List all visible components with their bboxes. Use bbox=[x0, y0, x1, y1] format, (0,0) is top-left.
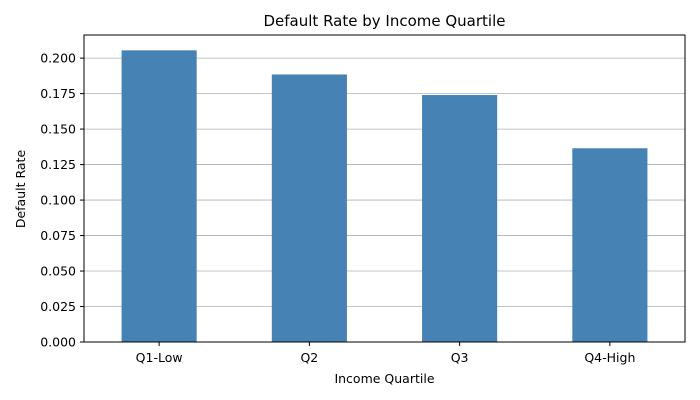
y-tick-label: 0.200 bbox=[40, 51, 76, 66]
y-tick-label: 0.050 bbox=[40, 264, 76, 279]
bar-q2 bbox=[271, 74, 347, 342]
y-tick-label: 0.000 bbox=[40, 335, 76, 350]
x-ticks: Q1-Low Q2 Q3 Q4-High bbox=[136, 342, 635, 365]
bar-q1-low bbox=[121, 50, 197, 343]
y-tick-label: 0.125 bbox=[40, 157, 76, 172]
y-tick-label: 0.100 bbox=[40, 193, 76, 208]
y-axis-label: Default Rate bbox=[13, 150, 28, 229]
chart-title: Default Rate by Income Quartile bbox=[264, 12, 506, 30]
bar-q3 bbox=[422, 95, 498, 342]
y-tick-label: 0.175 bbox=[40, 86, 76, 101]
y-tick-label: 0.150 bbox=[40, 122, 76, 137]
x-tick-label: Q2 bbox=[300, 350, 318, 365]
y-ticks: 0.000 0.025 0.050 0.075 0.100 0.125 0.150 0.175… bbox=[40, 51, 84, 350]
bars bbox=[121, 50, 648, 343]
x-axis-label: Income Quartile bbox=[334, 371, 434, 386]
bar-q4-high bbox=[572, 148, 648, 342]
x-tick-label: Q1-Low bbox=[136, 350, 183, 365]
x-tick-label: Q4-High bbox=[584, 350, 635, 365]
y-tick-label: 0.025 bbox=[40, 299, 76, 314]
x-tick-label: Q3 bbox=[451, 350, 469, 365]
plot-frame bbox=[83, 34, 686, 343]
y-tick-label: 0.075 bbox=[40, 228, 76, 243]
